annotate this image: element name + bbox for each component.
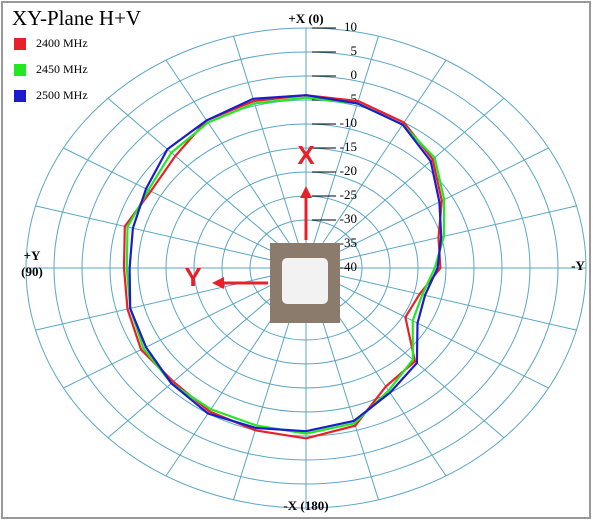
legend-swatch (14, 90, 26, 102)
y-annotation: Y (184, 262, 201, 292)
r-tick-label: 0 (351, 67, 358, 82)
r-tick-label: 10 (344, 19, 357, 34)
plot (122, 94, 446, 440)
grid-spoke (233, 36, 307, 269)
grid-spoke (305, 36, 379, 269)
grid-spoke (305, 59, 447, 269)
r-tick-label: -20 (340, 163, 357, 178)
r-tick-label: -10 (340, 115, 357, 130)
r-tick-label: -30 (340, 211, 357, 226)
arrows (212, 186, 312, 289)
legend-label: 2450 MHz (36, 62, 88, 76)
direction-left: +Y (24, 248, 41, 263)
r-tick-label: -35 (340, 235, 357, 250)
grid-spoke (35, 205, 307, 269)
chart-title: XY-Plane H+V (12, 6, 141, 30)
grid-spoke (305, 97, 505, 269)
legend-swatch (14, 38, 26, 50)
grid-spoke (305, 267, 577, 331)
legend-swatch (14, 64, 26, 76)
grid (25, 27, 587, 509)
series-line (128, 94, 443, 433)
x-annotation: X (297, 140, 315, 170)
grid-spoke (63, 147, 307, 269)
series-line (125, 96, 446, 435)
grid-spoke (305, 267, 549, 389)
legend-label: 2500 MHz (36, 88, 88, 102)
direction-bottom: -X (180) (283, 498, 328, 513)
r-tick-label: -25 (340, 187, 357, 202)
direction-right: -Y (571, 258, 585, 273)
r-tick-label: -5 (346, 91, 357, 106)
tick-labels: 10 5 0 -5 -10 -15 -20 -25 -30 -35 -40 (312, 19, 357, 274)
grid-spoke (305, 147, 549, 269)
r-tick-label: 5 (351, 43, 358, 58)
direction-top: +X (0) (288, 11, 323, 26)
grid-spoke (107, 97, 307, 269)
legend: 2400 MHz 2450 MHz 2500 MHz (14, 36, 88, 102)
grid-spoke (165, 59, 307, 269)
grid-spoke (35, 267, 307, 331)
r-tick-label: -15 (340, 139, 357, 154)
device (282, 258, 328, 304)
direction-left: (90) (21, 264, 43, 279)
legend-label: 2400 MHz (36, 36, 88, 50)
r-tick-label: -40 (340, 259, 357, 274)
series-line (122, 94, 443, 440)
grid-spoke (63, 267, 307, 389)
